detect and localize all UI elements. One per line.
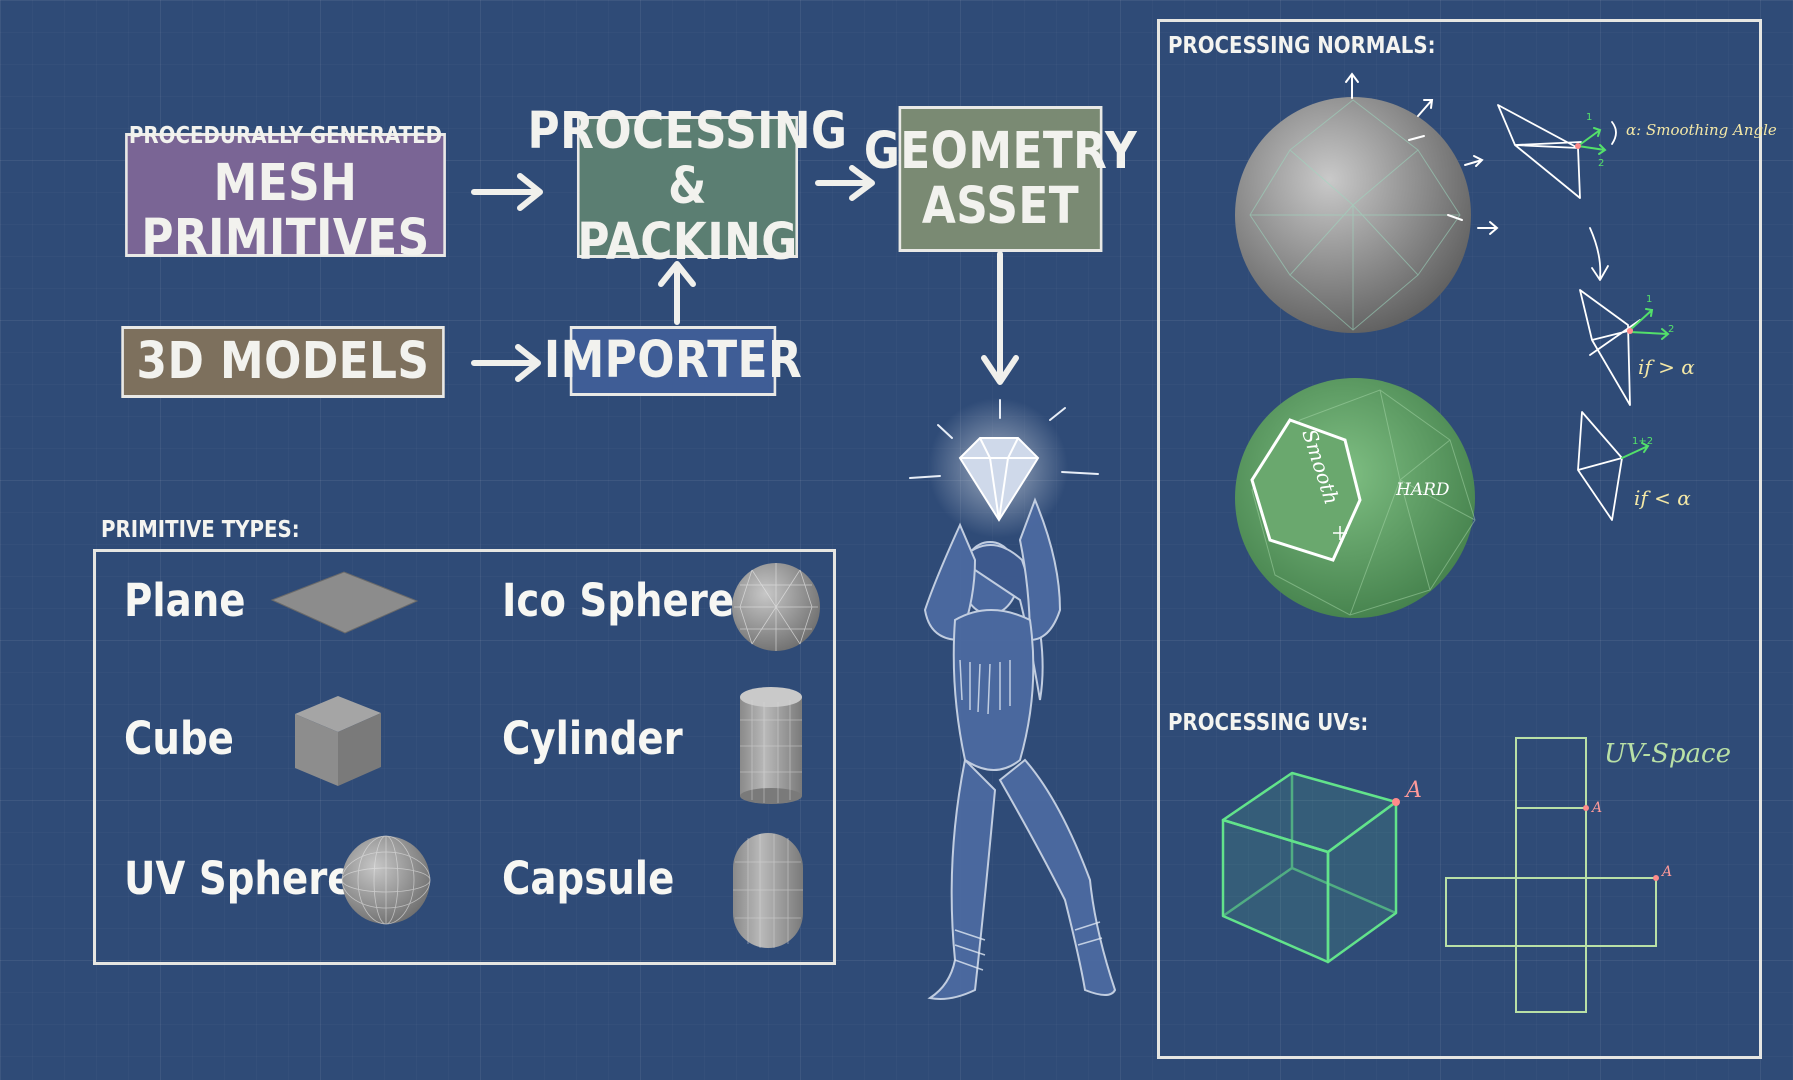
triangle-pair-middle xyxy=(1579,289,1641,406)
uv-unwrap-cross-icon xyxy=(1445,737,1657,1013)
hard-label: HARD xyxy=(1395,480,1450,500)
vertex-a-cube-label: A xyxy=(1404,778,1422,803)
icosphere-icon xyxy=(732,563,820,651)
smoothing-groups-sphere-icon xyxy=(1235,378,1476,618)
uv-cube-icon xyxy=(1221,771,1398,964)
geometry-asset-box: GEOMETRY ASSET xyxy=(864,106,1137,252)
gem-icon xyxy=(958,437,1040,522)
normal-arrows xyxy=(1345,72,1499,235)
arrow-procedural-to-processing xyxy=(471,173,543,211)
primitive-cube-label: Cube xyxy=(124,712,234,765)
triangle-pair-top xyxy=(1497,104,1582,199)
processing-panel xyxy=(1157,19,1762,1059)
mesh-primitives-label: MESH PRIMITIVES xyxy=(141,154,430,269)
primitive-cylinder-label: Cylinder xyxy=(502,712,683,765)
geometry-label: GEOMETRY xyxy=(863,121,1138,181)
3d-models-label: 3D MODELS xyxy=(136,332,430,392)
asset-label: ASSET xyxy=(921,177,1080,236)
importer-box: IMPORTER xyxy=(544,326,802,396)
normal-1plus2-label: 1+2 xyxy=(1632,436,1653,447)
normal-1b-label: 1 xyxy=(1646,294,1652,305)
packing-label: & PACKING xyxy=(577,157,798,272)
normal-2-label: 2 xyxy=(1598,158,1604,169)
primitive-types-heading: PRIMITIVE TYPES: xyxy=(101,517,300,543)
processing-label: PROCESSING xyxy=(527,102,848,162)
triangle-pair-bottom xyxy=(1577,411,1623,521)
normal-2b-label: 2 xyxy=(1668,324,1674,335)
uvsphere-icon xyxy=(341,835,431,925)
uv-space-label: UV-Space xyxy=(1604,739,1731,769)
vertex-a-uv-label-1: A xyxy=(1590,800,1602,816)
faceted-sphere-icon xyxy=(1235,97,1471,333)
cube-icon xyxy=(295,696,381,786)
processing-normals-heading: PROCESSING NORMALS: xyxy=(1168,33,1436,59)
processing-uvs-heading: PROCESSING UVs: xyxy=(1168,710,1369,736)
down-arrow xyxy=(1589,227,1609,281)
3d-models-box: 3D MODELS xyxy=(121,326,445,398)
primitive-icosphere-label: Ico Sphere xyxy=(502,574,735,627)
capsule-icon xyxy=(733,833,803,948)
alpha-arc xyxy=(1611,121,1617,145)
processing-packing-box: PROCESSING & PACKING xyxy=(528,104,847,269)
arrow-models-to-importer xyxy=(471,344,541,382)
vertex-a-uv-label-2: A xyxy=(1660,864,1672,880)
smooth-region-outline xyxy=(1250,418,1362,562)
procedural-label: PROCEDURALLY GENERATED xyxy=(128,122,443,149)
primitive-uvsphere-label: UV Sphere xyxy=(124,852,354,905)
condition-greater-label: if > α xyxy=(1638,355,1695,379)
arrow-importer-to-processing xyxy=(658,261,696,325)
primitive-types-panel xyxy=(93,549,836,965)
arrow-geometry-down xyxy=(981,251,1019,385)
normal-1-label: 1 xyxy=(1586,112,1592,123)
alpha-smoothing-label: α: Smoothing Angle xyxy=(1626,121,1777,139)
arrow-processing-to-geometry xyxy=(815,165,875,201)
primitive-capsule-label: Capsule xyxy=(502,852,675,905)
condition-less-label: if < α xyxy=(1634,486,1691,510)
plane-icon xyxy=(270,571,419,634)
primitive-plane-label: Plane xyxy=(124,574,246,627)
procedural-mesh-primitives-box: PROCEDURALLY GENERATED MESH PRIMITIVES xyxy=(125,123,446,267)
importer-label: IMPORTER xyxy=(543,331,803,391)
cylinder-icon xyxy=(740,687,802,804)
cursor-icon xyxy=(1333,526,1347,540)
